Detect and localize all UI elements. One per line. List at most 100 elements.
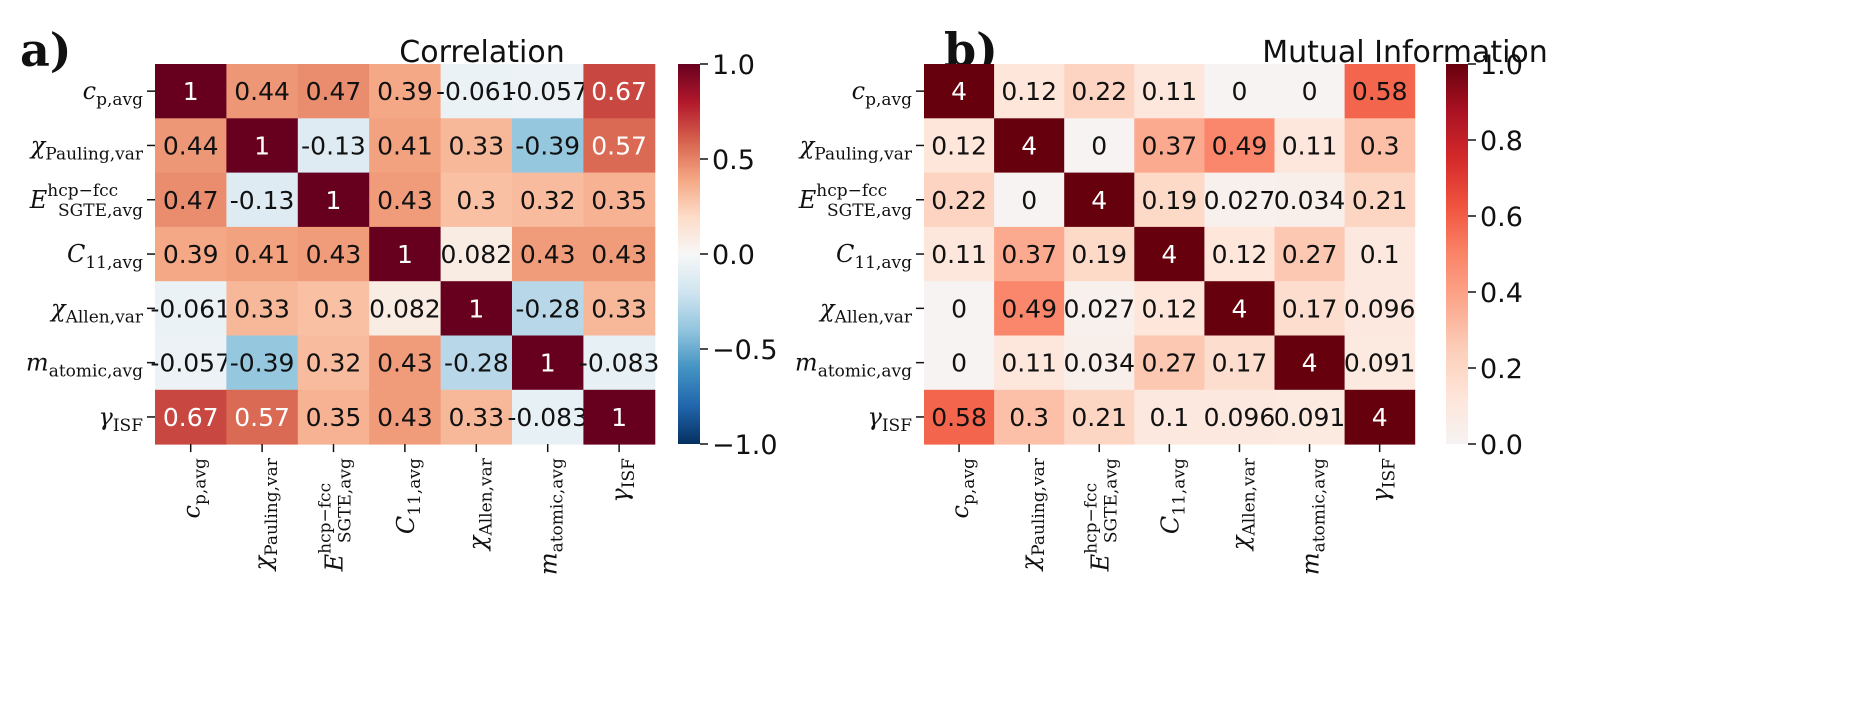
colorbar-tick-label-a-3: −0.5 [712, 335, 778, 366]
mutual-information-x-tick-labels: cp,avg χPauling,var Ehcp−fccSGTE,avg C11,av… [946, 444, 1400, 575]
y-tick-label-b-1: χPauling,var [798, 131, 913, 164]
correlation-heatmap: 1 0.44 0.47 0.39 -0.061-0.057 0.670.44 1 -0.13 0… [150, 64, 659, 445]
cell-label-a-r2-c5: 0.32 [520, 186, 576, 215]
cell-b-r5-c1 [994, 335, 1065, 391]
y-tick-label-b-4: χAllen,var [818, 294, 913, 327]
cell-label-b-r3-c3: 4 [1161, 240, 1177, 269]
cell-b-r5-c2 [1064, 335, 1135, 391]
cell-a-r1-c2 [297, 118, 370, 174]
y-tick-label-a-0: cp,avg [83, 77, 143, 110]
colorbar-tick-label-a-2: 0.0 [712, 240, 755, 271]
cell-b-r0-c0 [924, 64, 995, 119]
cell-label-b-r4-c4: 4 [1231, 294, 1247, 323]
colorbar-tick-label-a-1: 0.5 [712, 145, 755, 176]
cell-b-r4-c5 [1274, 281, 1346, 336]
x-tick-label-b-4: χAllen,var [1226, 457, 1259, 552]
cell-a-r2-c2 [297, 172, 370, 228]
cell-label-b-r3-c6: 0.1 [1360, 240, 1400, 269]
cell-b-r2-c1 [994, 172, 1065, 228]
cell-label-b-r0-c2: 0.22 [1071, 77, 1127, 106]
cell-a-r6-c4 [440, 389, 513, 445]
cell-b-r1-c5 [1274, 118, 1346, 174]
cell-label-a-r6-c2: 0.35 [306, 403, 362, 432]
cell-label-b-r5-c1: 0.11 [1001, 349, 1057, 378]
cell-a-r5-c4 [440, 335, 513, 391]
cell-label-b-r5-c5: 4 [1302, 349, 1318, 378]
cell-a-r5-c0 [155, 335, 227, 391]
x-tick-label-a-2: Ehcp−fccSGTE,avg [316, 458, 356, 572]
cell-label-a-r0-c2: 0.47 [306, 77, 362, 106]
cell-a-r1-c3 [369, 118, 442, 174]
cell-b-r4-c0 [924, 281, 995, 336]
cell-label-b-r0-c5: 0 [1302, 77, 1318, 106]
cell-b-r4-c6 [1344, 281, 1416, 336]
cell-label-b-r2-c2: 4 [1091, 186, 1107, 215]
cell-label-b-r1-c1: 4 [1021, 131, 1037, 160]
cell-label-b-r3-c0: 0.11 [931, 240, 987, 269]
cell-label-a-r0-c3: 0.39 [377, 77, 433, 106]
cell-b-r2-c6 [1344, 172, 1416, 228]
colorbar-tick-label-b-4: 0.2 [1480, 354, 1523, 385]
cell-label-a-r1-c0: 0.44 [163, 131, 219, 160]
cell-label-b-r2-c6: 0.21 [1352, 186, 1408, 215]
x-tick-label-a-4: χAllen,var [463, 457, 496, 552]
cell-b-r4-c4 [1204, 281, 1275, 336]
cell-label-b-r5-c2: 0.034 [1063, 349, 1135, 378]
cell-b-r0-c6 [1344, 64, 1416, 119]
cell-label-a-r3-c1: 0.41 [234, 240, 290, 269]
cell-a-r1-c6 [583, 118, 656, 174]
cell-b-r0-c5 [1274, 64, 1346, 119]
cell-label-b-r2-c4: 0.027 [1204, 186, 1276, 215]
cell-a-r6-c5 [512, 389, 584, 445]
cell-b-r5-c6 [1344, 335, 1416, 391]
cell-label-a-r3-c5: 0.43 [520, 240, 576, 269]
cell-a-r4-c3 [369, 281, 442, 336]
colorbar-tick-label-b-0: 1.0 [1480, 50, 1523, 81]
x-tick-label-b-5: matomic,avg [1297, 458, 1330, 575]
cell-b-r1-c3 [1134, 118, 1205, 174]
cell-label-a-r4-c3: 0.082 [369, 294, 441, 323]
cell-label-a-r2-c1: -0.13 [230, 186, 295, 215]
x-tick-label-b-2: Ehcp−fccSGTE,avg [1081, 458, 1121, 572]
cell-a-r1-c5 [512, 118, 584, 174]
cell-b-r3-c4 [1204, 226, 1275, 282]
cell-label-a-r4-c5: -0.28 [515, 294, 580, 323]
cell-label-a-r0-c1: 0.44 [234, 77, 290, 106]
cell-label-b-r1-c2: 0 [1091, 131, 1107, 160]
x-tick-label-a-6: γISF [606, 458, 639, 503]
cell-a-r3-c2 [297, 226, 370, 282]
cell-b-r1-c1 [994, 118, 1065, 174]
cell-label-a-r3-c3: 1 [397, 240, 413, 269]
panel-correlation: a) Correlation 1 0.44 0.47 0.39 -0.061-0.057… [20, 23, 778, 575]
cell-label-a-r6-c6: 1 [611, 403, 627, 432]
cell-label-b-r6-c6: 4 [1372, 403, 1388, 432]
cell-label-a-r0-c4: -0.061 [436, 77, 517, 106]
cell-label-b-r4-c0: 0 [951, 294, 967, 323]
cell-a-r0-c2 [297, 64, 370, 119]
cell-a-r5-c6 [583, 335, 656, 391]
x-tick-label-b-1: χPauling,var [1016, 457, 1049, 572]
cell-label-b-r1-c4: 0.49 [1212, 131, 1268, 160]
cell-label-b-r6-c4: 0.096 [1204, 403, 1276, 432]
x-tick-label-b-6: γISF [1367, 458, 1400, 503]
cell-b-r2-c5 [1274, 172, 1346, 228]
cell-a-r3-c3 [369, 226, 442, 282]
cell-label-a-r1-c1: 1 [254, 131, 270, 160]
cell-a-r0-c1 [226, 64, 299, 119]
cell-label-a-r2-c0: 0.47 [163, 186, 219, 215]
x-tick-label-b-3: C11,avg [1156, 458, 1189, 534]
x-tick-label-a-1: χPauling,var [249, 457, 282, 572]
x-tick-label-a-5: matomic,avg [535, 458, 568, 575]
cell-b-r3-c3 [1134, 226, 1205, 282]
cell-a-r3-c4 [440, 226, 513, 282]
cell-label-a-r3-c6: 0.43 [591, 240, 647, 269]
cell-label-b-r4-c5: 0.17 [1282, 294, 1338, 323]
cell-b-r2-c3 [1134, 172, 1205, 228]
cell-a-r0-c0 [155, 64, 227, 119]
cell-label-b-r5-c6: 0.091 [1344, 349, 1416, 378]
colorbar-tick-label-a-4: −1.0 [712, 430, 778, 461]
cell-a-r2-c1 [226, 172, 299, 228]
y-tick-label-a-6: γISF [98, 403, 143, 436]
cell-label-b-r6-c1: 0.3 [1009, 403, 1049, 432]
